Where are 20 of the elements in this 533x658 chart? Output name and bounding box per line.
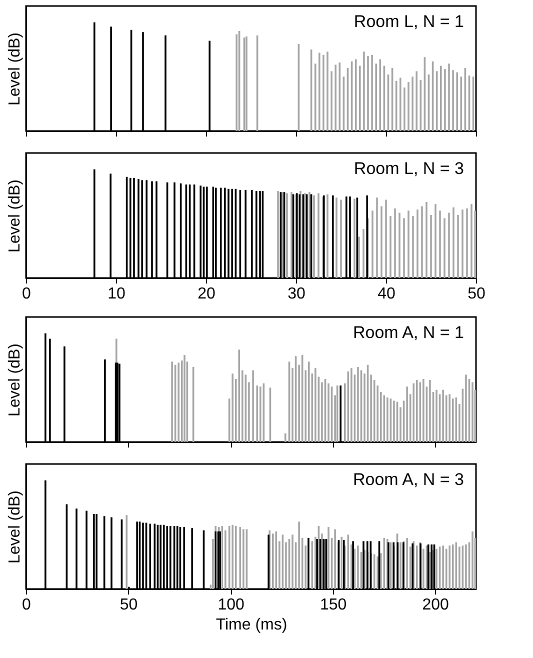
x-tick-label: 150 [320,596,347,614]
x-tick-label: 50 [120,596,138,614]
annotation: Room A, N = 3 [352,470,464,489]
x-tick-label: 100 [218,596,244,614]
x-axis-title: Time (ms) [216,616,288,634]
x-tick-label: 0 [22,286,32,302]
x-tick-label: 10 [108,286,126,302]
annotation: Room L, N = 3 [354,159,464,178]
x-tick-label: 50 [468,286,486,302]
y-axis-title: Level (dB) [6,344,24,416]
annotation: Room L, N = 1 [354,12,464,31]
x-tick-label: 0 [22,596,32,614]
annotation: Room A, N = 1 [352,323,464,342]
y-axis-title: Level (dB) [6,180,24,252]
x-tick-label: 200 [422,596,450,614]
x-tick-label: 40 [378,286,396,302]
y-axis-title: Level (dB) [6,32,24,106]
x-tick-label: 30 [288,286,306,302]
x-tick-label: 20 [198,286,216,302]
y-axis-title: Level (dB) [6,490,24,564]
